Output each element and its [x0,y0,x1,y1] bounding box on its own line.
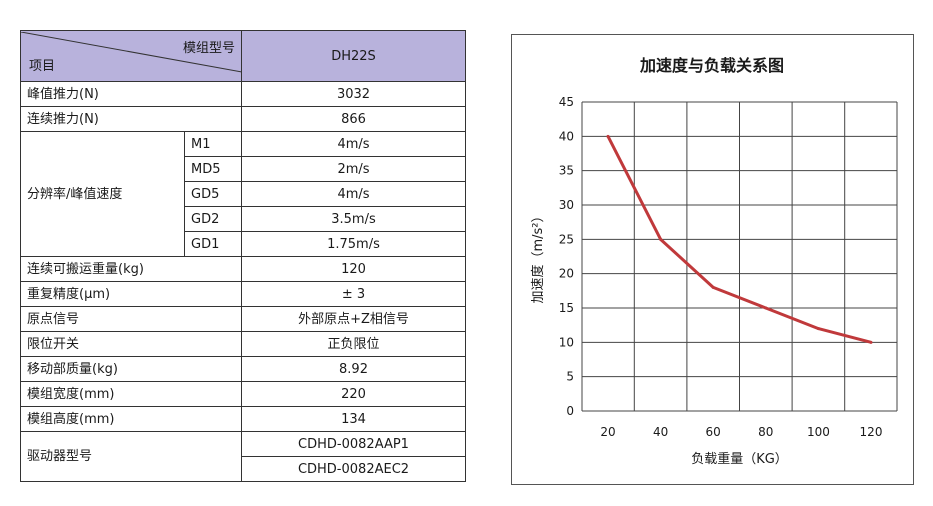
row-value: CDHD-0082AAP1 [241,431,466,457]
row-value: 2m/s [241,156,466,182]
y-tick-label: 45 [559,95,574,109]
row-label: 重复精度(μm) [20,281,242,307]
corner-label-model: 模组型号 [182,40,235,56]
row-value: 4m/s [241,181,466,207]
x-tick-label: 80 [758,425,773,439]
sub-label: M1 [184,131,242,157]
table-row: 连续推力(N) 866 [20,106,466,132]
row-value: 3.5m/s [241,206,466,232]
row-value: 866 [241,106,466,132]
corner-header-cell: 模组型号 项目 [20,30,242,82]
sub-label: GD2 [184,206,242,232]
row-value: CDHD-0082AEC2 [241,456,466,482]
row-value: 134 [241,406,466,432]
table-row: CDHD-0082AEC2 [21,456,466,482]
row-label: 移动部质量(kg) [20,356,242,382]
table-row: MD5 2m/s [21,156,466,182]
y-tick-label: 10 [559,335,574,349]
table-row: 峰值推力(N) 3032 [20,81,466,107]
y-axis-label: 加速度（m/s²） [530,209,546,303]
row-value: 1.75m/s [241,231,466,257]
row-label-resolution: 分辨率/峰值速度 [20,131,185,257]
table-row: 模组宽度(mm) 220 [20,381,466,407]
row-value: 外部原点+Z相信号 [241,306,466,332]
row-value: 8.92 [241,356,466,382]
row-value: 4m/s [241,131,466,157]
table-row: 重复精度(μm) ± 3 [20,281,466,307]
data-point [606,134,610,138]
model-header: DH22S [241,30,466,82]
row-label: 模组高度(mm) [20,406,242,432]
corner-diagonal-line [21,31,242,72]
table-row: 模组高度(mm) 134 [20,406,466,432]
y-tick-label: 25 [559,232,574,246]
row-value: ± 3 [241,281,466,307]
row-label: 峰值推力(N) [20,81,242,107]
x-axis-label: 负载重量（KG） [691,451,788,467]
y-tick-label: 15 [559,301,574,315]
table-row: 移动部质量(kg) 8.92 [20,356,466,382]
chart-frame: 加速度与负载关系图 0 5 10 15 20 25 30 35 40 45 20 40 60 80 100 12… [511,34,914,485]
y-tick-label: 20 [559,267,574,281]
table-header-row: 模组型号 项目 DH22S [20,30,466,82]
row-value: 220 [241,381,466,407]
x-tick-label: 100 [807,425,830,439]
table-row: GD2 3.5m/s [21,206,466,232]
spec-table: 模组型号 项目 DH22S 峰值推力(N) 3032 连续推力(N) 866 分… [20,30,466,482]
x-tick-label: 40 [653,425,668,439]
x-tick-label: 20 [600,425,615,439]
y-tick-label: 0 [566,404,574,418]
y-tick-label: 30 [559,198,574,212]
data-point [711,285,715,289]
table-row: 连续可搬运重量(kg) 120 [20,256,466,282]
y-tick-label: 35 [559,164,574,178]
chart-title: 加速度与负载关系图 [639,56,784,75]
y-tick-label: 40 [559,129,574,143]
corner-label-item: 项目 [29,58,56,74]
row-label: 连续可搬运重量(kg) [20,256,242,282]
row-value: 正负限位 [241,331,466,357]
table-row: 限位开关 正负限位 [20,331,466,357]
table-row: 分辨率/峰值速度 M1 4m/s [20,131,466,257]
x-tick-label: 60 [706,425,721,439]
data-point [816,327,820,331]
y-tick-label: 5 [566,370,574,384]
sub-label: GD5 [184,181,242,207]
row-value: 3032 [241,81,466,107]
series-line [606,135,872,344]
sub-label: GD1 [184,231,242,257]
row-value: 120 [241,256,466,282]
row-label-driver: 驱动器型号 [20,431,242,482]
row-label: 限位开关 [20,331,242,357]
row-label: 模组宽度(mm) [20,381,242,407]
data-point [764,306,768,310]
table-row: 驱动器型号 CDHD-0082AAP1 [20,431,466,482]
row-label: 原点信号 [20,306,242,332]
acceleration-load-chart: 加速度与负载关系图 0 5 10 15 20 25 30 35 40 45 20 40 60 80 100 12… [530,56,898,467]
x-tick-label: 120 [860,425,883,439]
row-label: 连续推力(N) [20,106,242,132]
table-row: 原点信号 外部原点+Z相信号 [20,306,466,332]
sub-label: MD5 [184,156,242,182]
data-point [869,340,873,344]
data-point [659,237,663,241]
